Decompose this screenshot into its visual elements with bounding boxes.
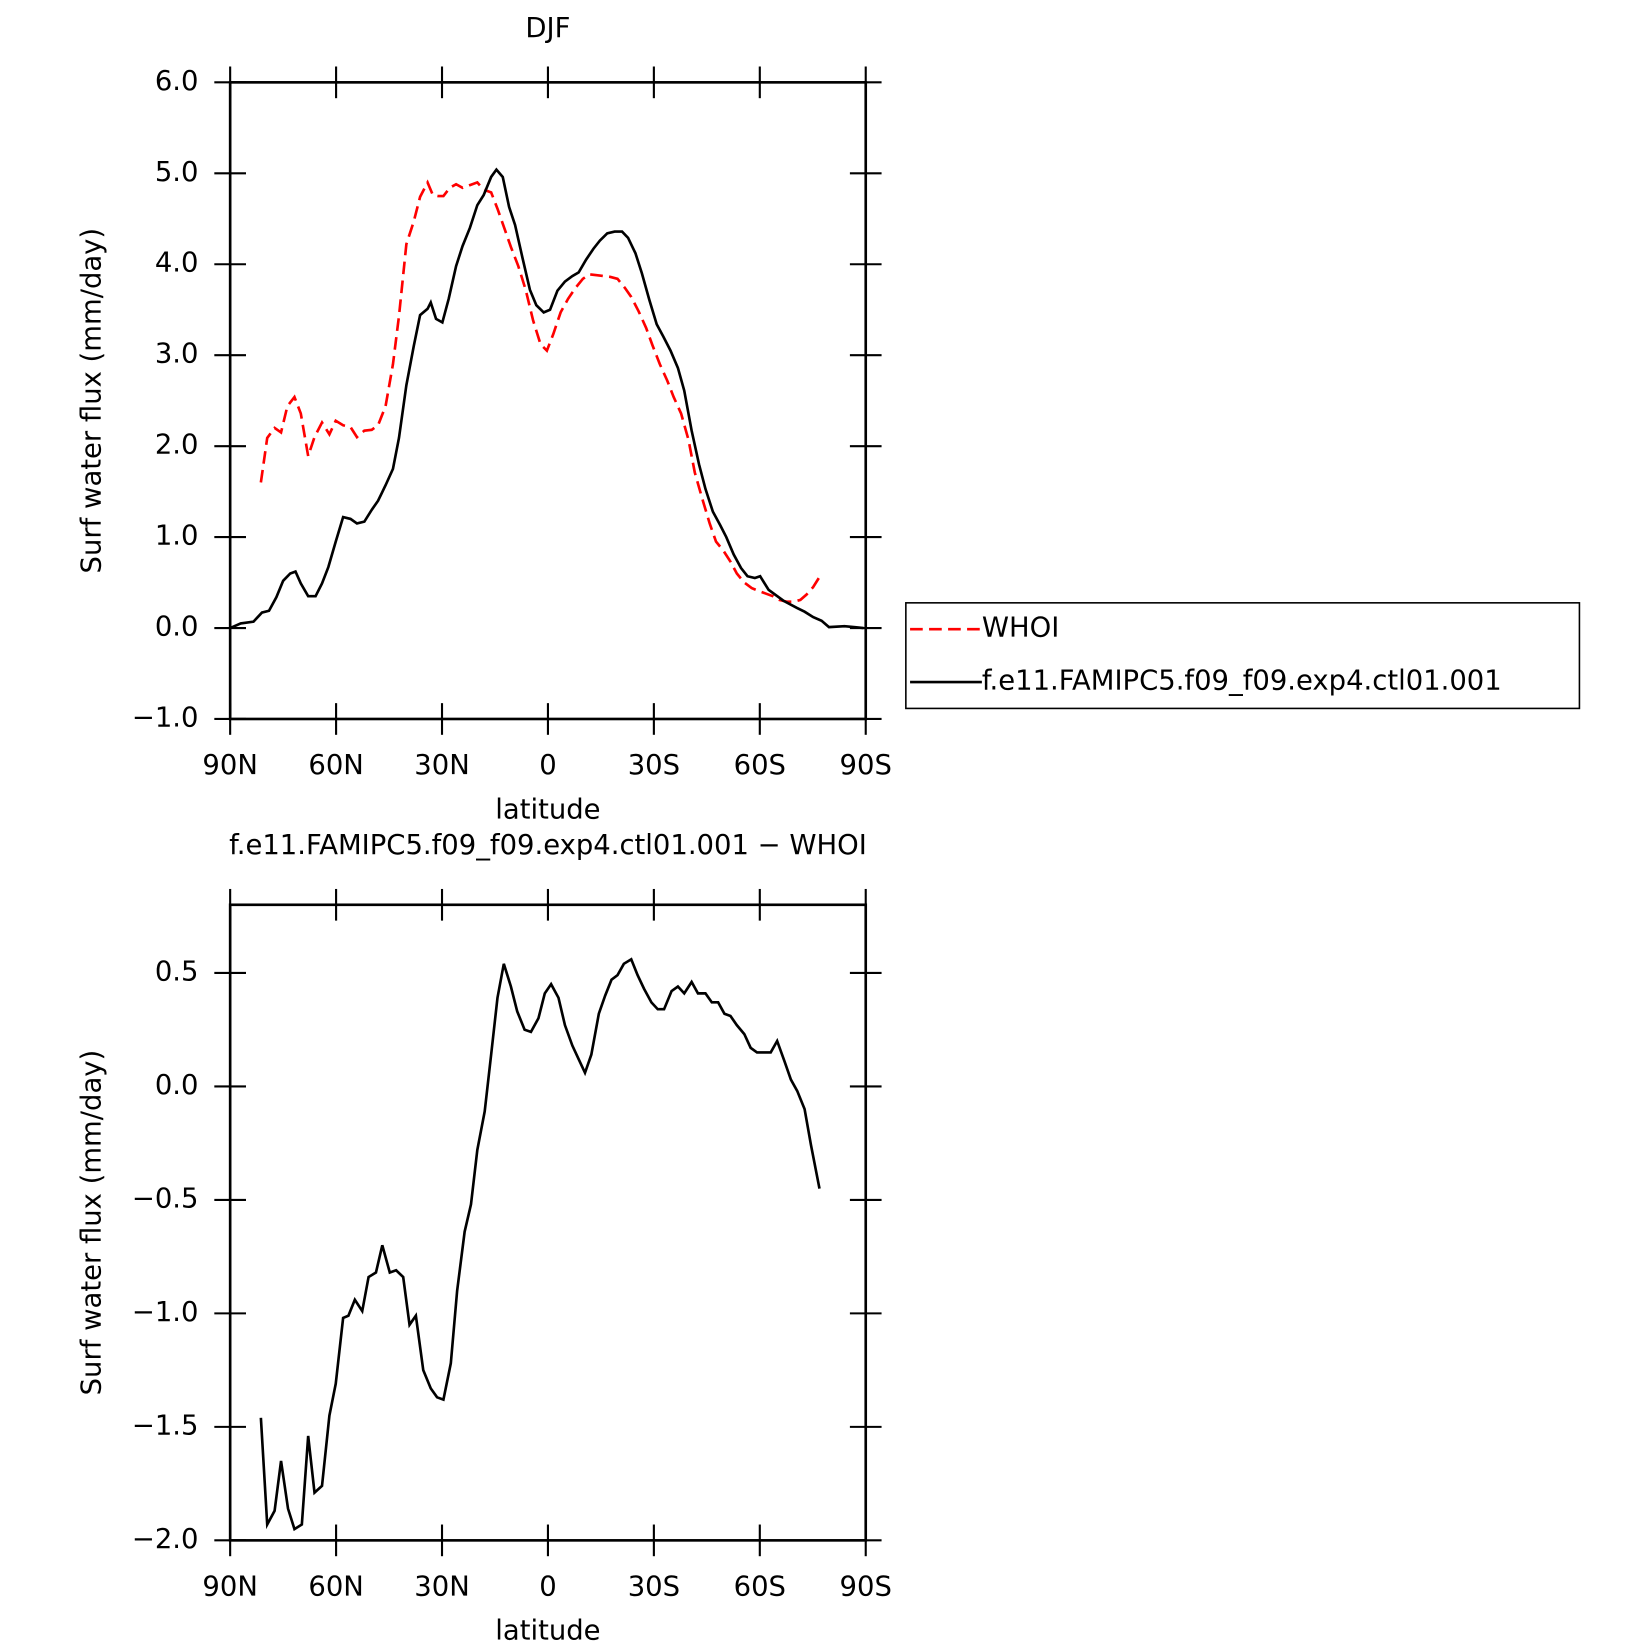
x-tick-label: 90N (202, 750, 257, 781)
chart-title: DJF (525, 13, 570, 44)
x-axis-label: latitude (495, 794, 600, 825)
x-axis-label: latitude (495, 1616, 600, 1647)
y-tick-label: −1.0 (132, 1297, 199, 1328)
y-tick-label: 4.0 (155, 248, 199, 279)
x-tick-label: 60S (734, 750, 786, 781)
y-tick-label: 0.0 (155, 1070, 199, 1101)
x-tick-label: 90N (202, 1571, 257, 1602)
x-tick-label: 0 (539, 750, 556, 781)
data-line (229, 167, 864, 630)
x-tick-label: 30N (414, 750, 469, 781)
legend-label: WHOI (982, 613, 1059, 644)
x-tick-label: 30S (628, 750, 680, 781)
y-tick-label: 1.0 (155, 521, 199, 552)
x-tick-label: 0 (539, 1571, 556, 1602)
y-tick-label: −1.0 (132, 702, 199, 733)
x-tick-label: 30S (628, 1571, 680, 1602)
chart-title: f.e11.FAMIPC5.f09_f09.exp4.ctl01.001 − W… (229, 830, 867, 861)
y-tick-label: 0.5 (155, 956, 199, 987)
legend-label: f.e11.FAMIPC5.f09_f09.exp4.ctl01.001 (982, 666, 1502, 697)
y-tick-label: 5.0 (155, 157, 199, 188)
y-tick-label: −0.5 (132, 1183, 199, 1214)
x-tick-label: 60S (734, 1571, 786, 1602)
y-tick-label: 0.0 (155, 612, 199, 643)
y-tick-label: 3.0 (155, 339, 199, 370)
y-tick-label: 2.0 (155, 430, 199, 461)
x-tick-label: 30N (414, 1571, 469, 1602)
data-line (259, 179, 822, 604)
legend: WHOI f.e11.FAMIPC5.f09_f09.exp4.ctl01.001 (905, 602, 1581, 710)
x-tick-label: 60N (308, 750, 363, 781)
x-tick-label: 90S (840, 1571, 892, 1602)
x-tick-label: 60N (308, 1571, 363, 1602)
y-tick-label: −2.0 (132, 1524, 199, 1555)
legend-box (905, 602, 1581, 710)
y-tick-label: 6.0 (155, 66, 199, 97)
data-line (259, 957, 821, 1532)
y-tick-label: −1.5 (132, 1410, 199, 1441)
plot-frame (228, 81, 868, 721)
y-axis-label: Surf water flux (mm/day) (76, 228, 107, 574)
plot-frame (228, 903, 868, 1542)
x-tick-label: 90S (840, 750, 892, 781)
y-axis-label: Surf water flux (mm/day) (76, 1050, 107, 1396)
